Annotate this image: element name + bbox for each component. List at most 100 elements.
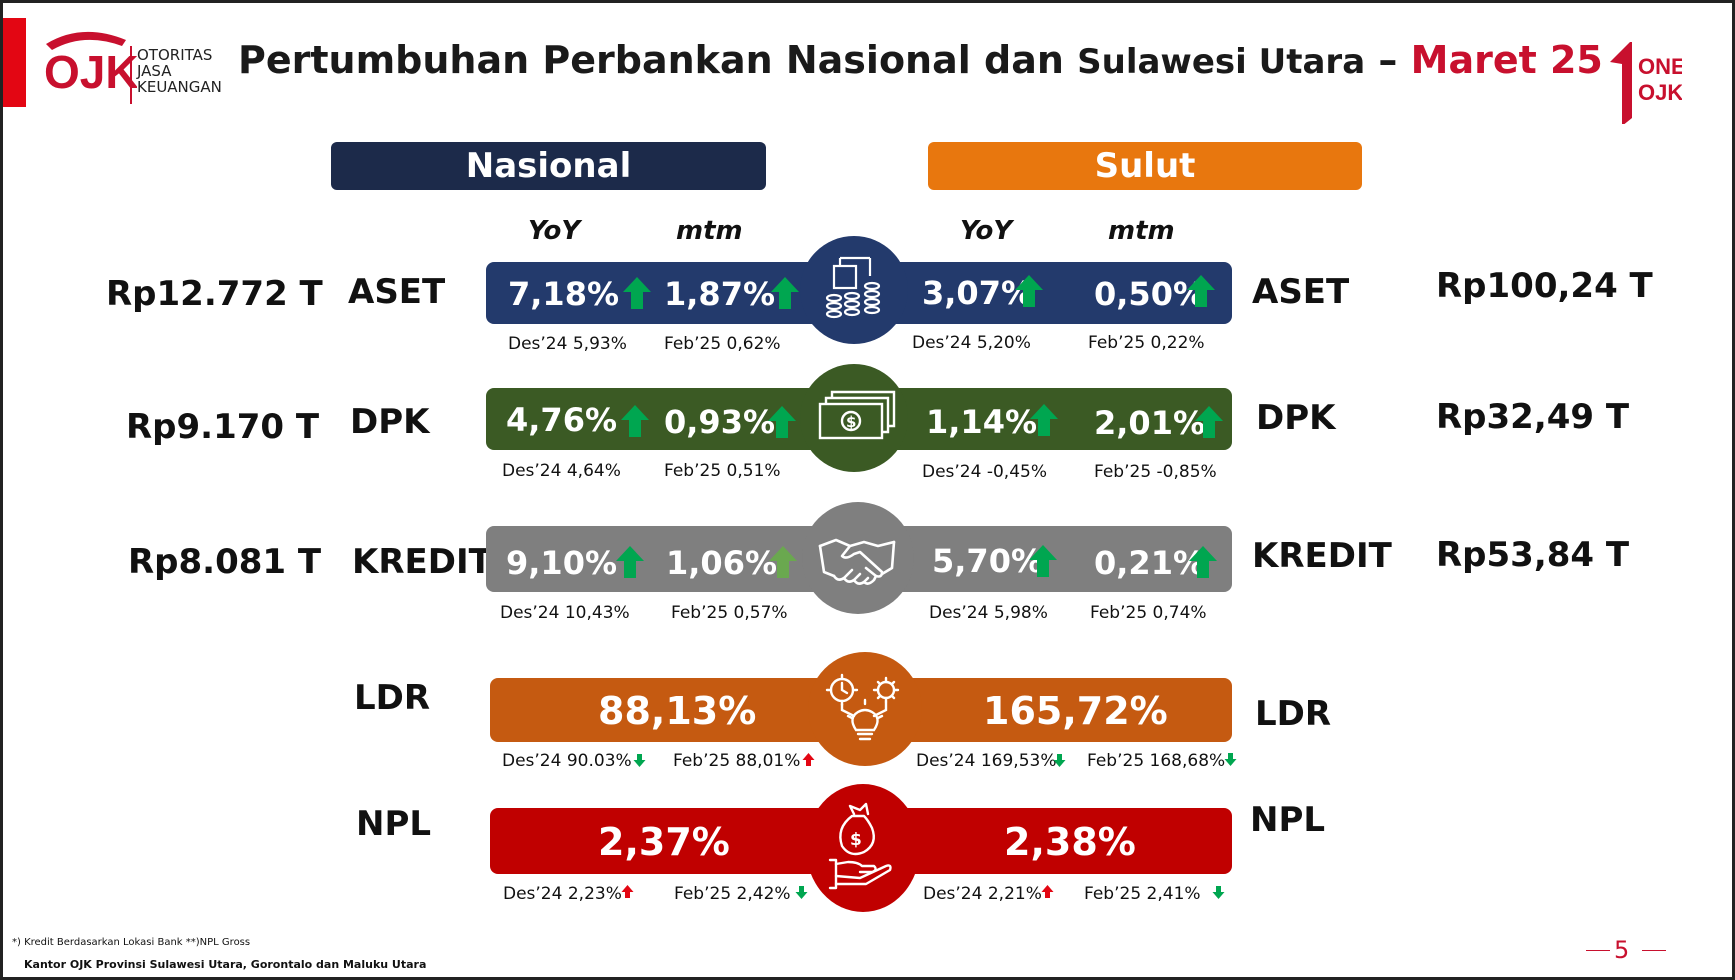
kredit-sulut-yoy-prev: Des’24 5,98% [929,603,1048,623]
dpk-label-right: DPK [1256,398,1336,438]
aset-sulut-amount: Rp100,24 T [1436,266,1653,306]
logo-divider [130,46,132,104]
kredit-sulut-yoy: 5,70% [932,542,1044,580]
kredit-nasional-yoy-prev: Des’24 10,43% [500,603,630,623]
org-name-line1: OTORITAS [137,46,213,64]
kredit-sulut-mtm: 0,21% [1094,544,1206,582]
npl-label-left: NPL [356,804,432,844]
aset-label-right: ASET [1252,272,1350,312]
dpk-sulut-mtm-prev: Feb’25 -0,85% [1094,462,1217,482]
ldr-nasional-mtm-prev: Feb’25 88,01% [673,751,801,771]
dpk-nasional-mtm-prev: Feb’25 0,51% [664,461,781,481]
npl-nasional-yoy-prev: Des’24 2,23% [503,884,622,904]
footnotes: *) Kredit Berdasarkan Lokasi Bank **)NPL… [12,937,251,948]
ldr-label-right: LDR [1255,694,1332,734]
up-arrow-icon [623,277,651,309]
npl-sulut-value: 2,38% [1004,820,1136,864]
ldr-label-left: LDR [354,678,431,718]
down-arrow-icon [1224,753,1237,766]
kredit-nasional-amount: Rp8.081 T [128,542,322,582]
aset-sulut-yoy: 3,07% [922,274,1034,312]
aset-sulut-yoy-prev: Des’24 5,20% [912,333,1031,353]
sulut-mtm-heading: mtm [1108,216,1175,246]
gears-bulb-icon [825,673,900,741]
ojk-logo: OJK OTORITAS JASA KEUANGAN [42,26,227,106]
dpk-sulut-mtm: 2,01% [1094,404,1206,442]
up-arrow-icon [1187,275,1215,307]
up-arrow-icon [769,546,797,578]
org-name-line2: JASA [137,62,172,80]
down-arrow-icon [1053,754,1066,767]
npl-nasional-value: 2,37% [598,820,730,864]
npl-icon-circle: $ [806,784,920,912]
up-arrow-icon [1195,406,1223,438]
aset-sulut-mtm: 0,50% [1094,275,1206,313]
up-arrow-icon [621,405,649,437]
up-arrow-icon [1041,885,1054,898]
up-arrow-icon [616,546,644,578]
ldr-nasional-yoy-prev: Des’24 90.03% [502,751,632,771]
page-title: Pertumbuhan Perbankan Nasional dan Sulaw… [238,38,1603,82]
ldr-nasional-value: 88,13% [598,689,757,733]
npl-sulut-yoy-prev: Des’24 2,21% [923,884,1042,904]
org-name-line3: KEUANGAN [137,78,222,96]
up-arrow-icon [768,406,796,438]
npl-sulut-mtm-prev: Feb’25 2,41% [1084,884,1201,904]
aset-nasional-yoy: 7,18% [508,275,620,313]
aset-sulut-mtm-prev: Feb’25 0,22% [1088,333,1205,353]
ojk-logo-mark: OJK [44,31,139,98]
dpk-sulut-amount: Rp32,49 T [1436,397,1630,437]
banknotes-icon: $ [818,390,896,440]
svg-text:$: $ [846,413,856,431]
aset-label-left: ASET [348,272,446,312]
aset-nasional-amount: Rp12.772 T [106,274,323,314]
kredit-nasional-yoy: 9,10% [506,544,618,582]
up-arrow-icon [1030,404,1058,436]
aset-nasional-mtm-prev: Feb’25 0,62% [664,334,781,354]
aset-icon-circle [800,236,908,344]
npl-label-right: NPL [1250,800,1326,840]
kredit-icon-circle [802,502,914,614]
sulut-yoy-heading: YoY [960,216,1013,246]
up-arrow-icon [802,753,815,766]
kredit-sulut-mtm-prev: Feb’25 0,74% [1090,603,1207,623]
svg-text:OJK: OJK [1638,80,1682,105]
coins-chart-icon [825,256,881,319]
svg-text:$: $ [850,830,862,850]
page-number: 5 [1614,936,1630,964]
dpk-nasional-yoy-prev: Des’24 4,64% [502,461,621,481]
up-arrow-icon [1029,545,1057,577]
kredit-label-left: KREDIT [352,542,492,582]
dpk-nasional-amount: Rp9.170 T [126,407,320,447]
kredit-sulut-amount: Rp53,84 T [1436,535,1630,575]
svg-text:ONE: ONE [1638,54,1682,79]
dpk-nasional-mtm: 0,93% [664,403,776,441]
ldr-icon-circle [808,652,922,766]
up-arrow-icon [1189,546,1217,578]
nasional-mtm-heading: mtm [676,216,743,246]
kredit-nasional-mtm-prev: Feb’25 0,57% [671,603,788,623]
dpk-label-left: DPK [350,402,430,442]
nasional-yoy-heading: YoY [528,216,581,246]
money-hand-icon: $ [828,802,892,890]
office-name: Kantor OJK Provinsi Sulawesi Utara, Goro… [24,958,427,971]
dpk-icon-circle: $ [800,364,908,472]
handshake-icon [818,538,896,585]
npl-nasional-mtm-prev: Feb’25 2,42% [674,884,791,904]
dpk-sulut-yoy-prev: Des’24 -0,45% [922,462,1047,482]
up-arrow-icon [771,277,799,309]
ldr-sulut-value: 165,72% [983,689,1168,733]
dpk-sulut-yoy: 1,14% [926,403,1038,441]
sulut-header: Sulut [928,142,1362,190]
kredit-label-right: KREDIT [1252,536,1392,576]
down-arrow-icon [633,754,646,767]
svg-text:OJK: OJK [44,46,137,96]
ldr-sulut-mtm-prev: Feb’25 168,68% [1087,751,1226,771]
down-arrow-icon [795,886,808,899]
page-number-line-left [1586,950,1610,951]
nasional-header: Nasional [331,142,766,190]
aset-nasional-mtm: 1,87% [664,275,776,313]
up-arrow-icon [1015,275,1043,307]
page-number-line-right [1642,950,1666,951]
